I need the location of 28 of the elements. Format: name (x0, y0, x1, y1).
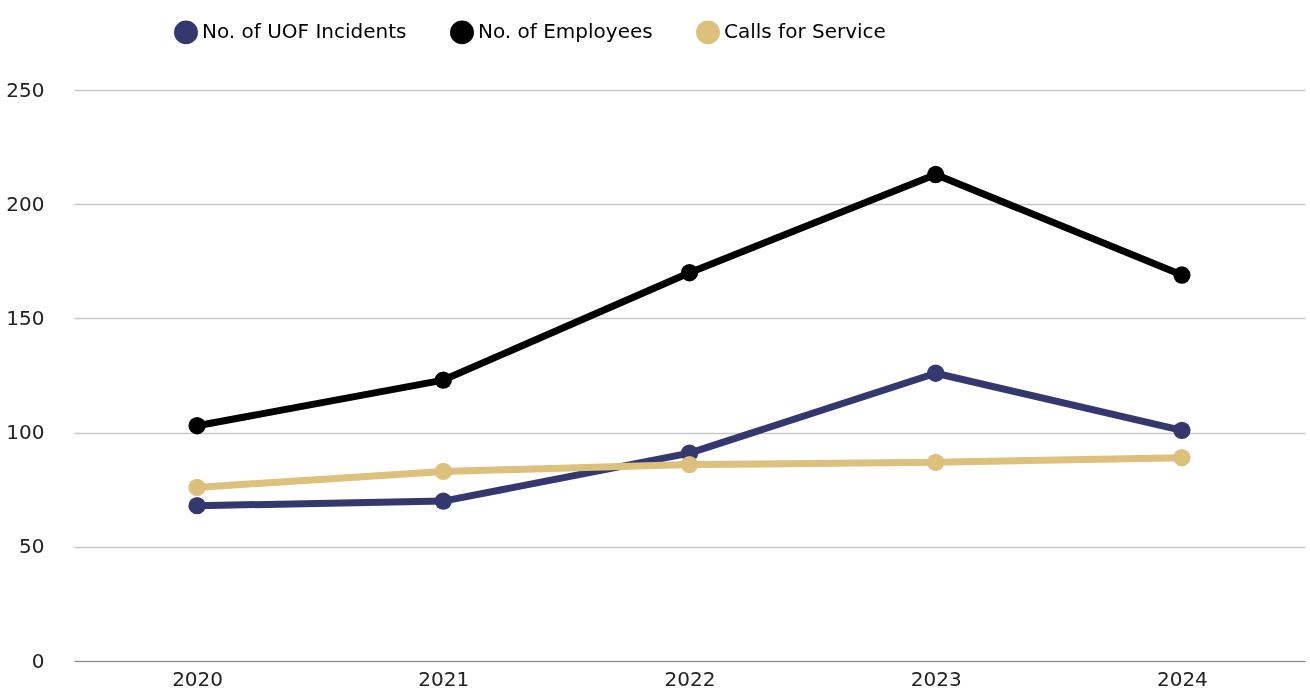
point (188, 478, 206, 497)
point (188, 417, 206, 435)
legend-label: No. of Employees (478, 19, 653, 44)
point (1173, 449, 1191, 467)
y-tick-label: 200 (6, 191, 45, 216)
y-tick-label: 250 (6, 77, 45, 102)
legend-label: Calls for Service (724, 19, 886, 44)
y-tick-label: 0 (31, 648, 45, 673)
point (434, 492, 452, 510)
point (434, 462, 452, 481)
point (680, 264, 699, 282)
point (1173, 266, 1191, 284)
x-tick-label: 2022 (664, 666, 716, 691)
y-tick-label: 100 (6, 420, 45, 445)
x-tick-label: 2021 (418, 666, 470, 691)
x-tick-label: 2024 (1156, 666, 1208, 691)
point (1173, 421, 1191, 439)
y-tick-label: 50 (19, 534, 45, 559)
point (927, 453, 945, 471)
x-tick-label: 2023 (910, 666, 962, 691)
legend-label: No. of UOF Incidents (202, 19, 407, 44)
point (927, 165, 945, 184)
point (927, 364, 945, 382)
y-tick-label: 150 (6, 305, 45, 330)
point (188, 497, 206, 515)
point (434, 371, 452, 389)
point (680, 455, 699, 474)
x-tick-label: 2020 (172, 666, 224, 691)
